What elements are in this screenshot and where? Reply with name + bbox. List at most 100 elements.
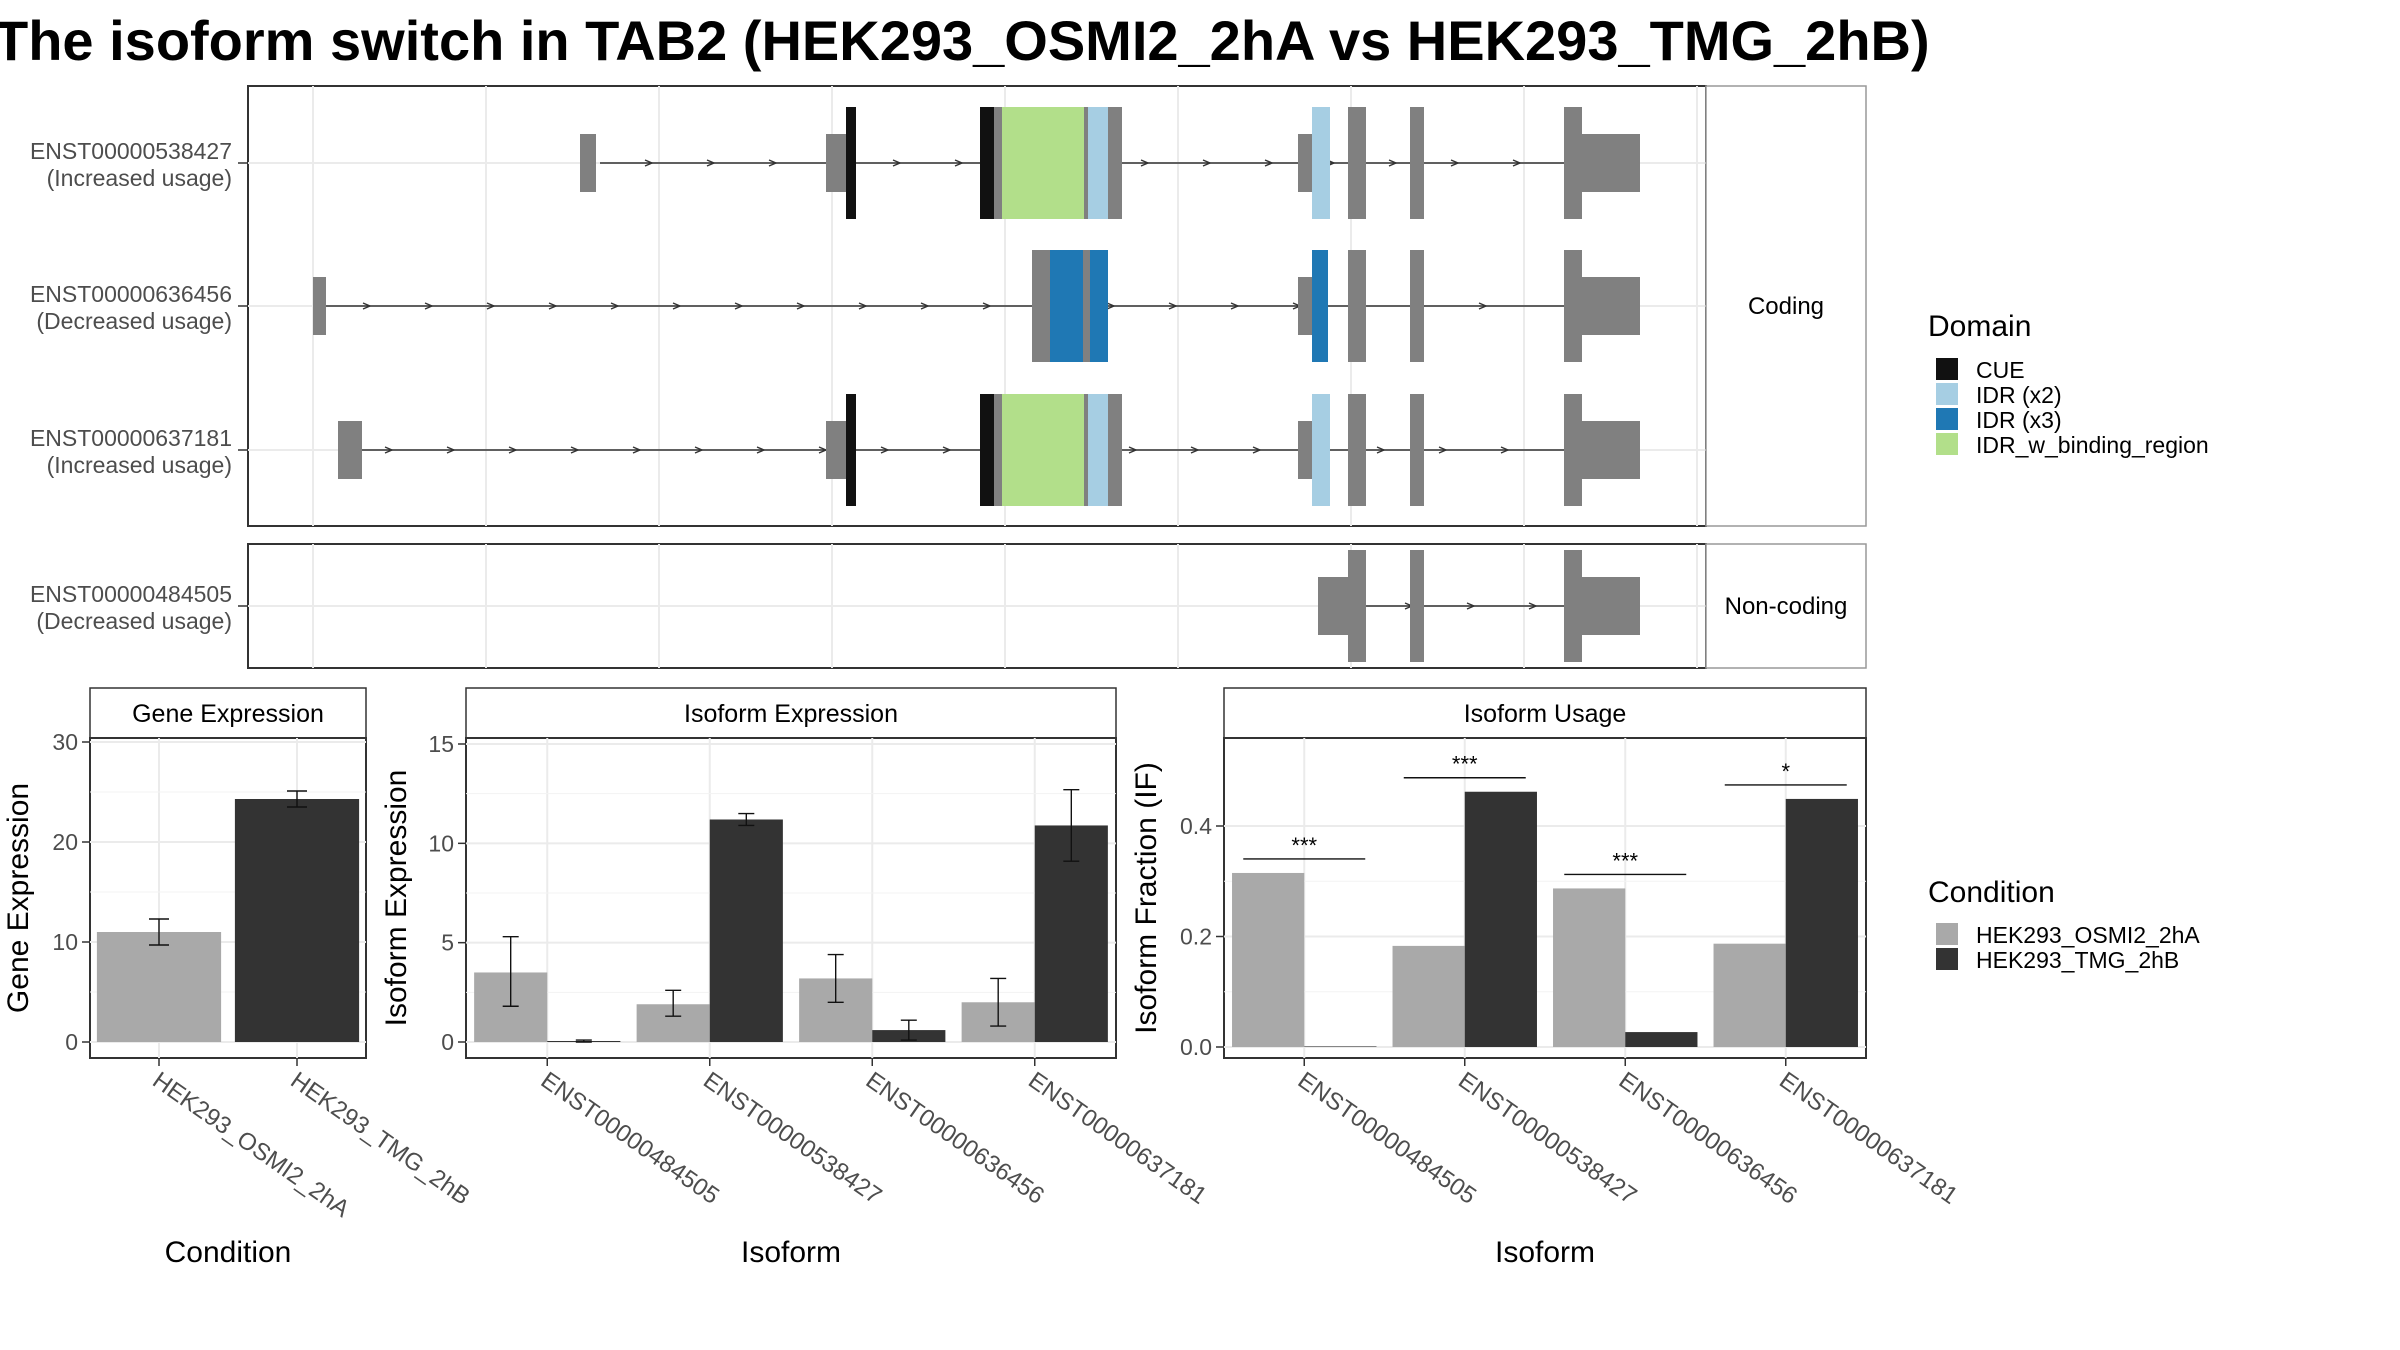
domain-idr-x3- <box>1090 250 1108 362</box>
intron-arrow <box>1230 302 1240 310</box>
chart-strip <box>89 687 367 739</box>
y-tick-label: 0.0 <box>1180 1034 1212 1060</box>
intron-arrow <box>1190 446 1200 454</box>
exon-block <box>1032 250 1048 362</box>
intron-arrow <box>508 446 518 454</box>
intron-arrow <box>768 159 778 167</box>
chart-title: Gene Expression <box>132 700 324 728</box>
domain-legend-key <box>1936 383 1958 405</box>
bar <box>1232 872 1305 1047</box>
exon-block <box>1298 277 1312 335</box>
exon-block <box>1564 394 1582 506</box>
x-tick-label: ENST00000637181 <box>1023 1067 1211 1210</box>
domain-idr-x2- <box>1312 394 1330 506</box>
y-tick-label: 0.4 <box>1180 813 1212 839</box>
domain-legend-label: IDR_w_binding_region <box>1976 432 2209 458</box>
intron-arrow <box>1252 446 1262 454</box>
exon-block <box>1564 107 1582 219</box>
exon-block <box>826 134 846 192</box>
intron-arrow <box>424 302 434 310</box>
intron-arrow <box>942 446 952 454</box>
intron-arrow <box>796 302 806 310</box>
exon-block <box>1582 421 1640 479</box>
condition-legend-key <box>1936 948 1958 970</box>
x-axis-title: Isoform <box>1495 1236 1595 1269</box>
exon-block <box>1108 394 1122 506</box>
transcript-group-coding: ENST00000538427(Increased usage)ENST0000… <box>30 85 1867 527</box>
intron-arrow <box>1202 159 1212 167</box>
bar <box>709 819 783 1042</box>
transcript-structure-panel: ENST00000538427(Increased usage)ENST0000… <box>30 85 1867 669</box>
domain-idr-w-binding-region <box>1002 394 1084 506</box>
domain-cue <box>846 394 856 506</box>
exon-block <box>1410 550 1424 662</box>
y-axis-title: Isoform Fraction (IF) <box>1130 762 1163 1034</box>
exon-block <box>1410 107 1424 219</box>
intron-arrow <box>1450 159 1460 167</box>
y-tick-label: 30 <box>52 729 78 755</box>
bar <box>1625 1032 1698 1047</box>
intron-arrow <box>1528 602 1538 610</box>
exon-block <box>826 421 846 479</box>
exon-block <box>1582 134 1640 192</box>
bar <box>1464 791 1537 1047</box>
intron-arrow <box>858 302 868 310</box>
y-tick-label: 10 <box>428 830 454 856</box>
exon-block <box>1108 107 1122 219</box>
condition-legend-label: HEK293_OSMI2_2hA <box>1976 922 2200 948</box>
transcript-id-label: ENST00000636456 <box>30 281 232 307</box>
exon-block <box>1410 250 1424 362</box>
intron-arrow <box>570 446 580 454</box>
transcript-usage-label: (Increased usage) <box>47 452 232 478</box>
transcript-usage-label: (Decreased usage) <box>36 308 232 334</box>
domain-idr-x3- <box>1312 250 1328 362</box>
y-tick-label: 10 <box>52 929 78 955</box>
chart-title: Isoform Usage <box>1464 700 1627 728</box>
facet-strip-label: Coding <box>1748 293 1824 320</box>
exon-block <box>1085 250 1090 362</box>
gene-expression-chart: Gene Expression0102030HEK293_OSMI2_2hAHE… <box>2 687 475 1269</box>
intron-arrow <box>610 302 620 310</box>
transcript-usage-label: (Increased usage) <box>47 165 232 191</box>
intron-arrow <box>1500 446 1510 454</box>
intron-arrow <box>734 302 744 310</box>
chart-strip <box>465 687 1117 739</box>
facet-strip-label: Non-coding <box>1725 593 1848 620</box>
intron-arrow <box>1128 446 1138 454</box>
intron-arrow <box>880 446 890 454</box>
isoform-usage-chart: Isoform Usage0.00.20.4**********ENST0000… <box>1130 687 1963 1269</box>
exon-block <box>1348 107 1366 219</box>
intron-arrow <box>548 302 558 310</box>
intron-arrow <box>1388 159 1398 167</box>
bar <box>1785 798 1858 1047</box>
significance-label: * <box>1781 759 1790 784</box>
exon-block <box>1564 250 1582 362</box>
bar <box>1392 945 1465 1047</box>
domain-cue <box>980 394 994 506</box>
domain-legend-title: Domain <box>1928 310 2031 343</box>
intron-arrow <box>1478 302 1488 310</box>
transcript-id-label: ENST00000484505 <box>30 581 232 607</box>
intron-arrow <box>694 446 704 454</box>
y-tick-label: 0 <box>441 1029 454 1055</box>
domain-legend-label: CUE <box>1976 357 2025 383</box>
exon-block <box>1298 421 1312 479</box>
intron-arrow <box>1512 159 1522 167</box>
significance-label: *** <box>1452 752 1478 777</box>
intron-arrow <box>672 302 682 310</box>
intron-arrow <box>362 302 372 310</box>
x-tick-label: ENST00000484505 <box>536 1067 724 1210</box>
condition-legend-title: Condition <box>1928 876 2055 909</box>
exon-block <box>1582 577 1640 635</box>
intron-arrow <box>1106 302 1116 310</box>
transcript-id-label: ENST00000538427 <box>30 138 232 164</box>
intron-arrow <box>486 302 496 310</box>
y-tick-label: 0.2 <box>1180 924 1212 950</box>
intron-arrow <box>1140 159 1150 167</box>
x-tick-label: ENST00000538427 <box>698 1067 886 1210</box>
significance-label: *** <box>1612 848 1638 873</box>
domain-idr-x2- <box>1312 107 1330 219</box>
isoform-expression-chart: Isoform Expression051015ENST00000484505E… <box>380 687 1212 1269</box>
domain-legend-label: IDR (x3) <box>1976 407 2062 433</box>
